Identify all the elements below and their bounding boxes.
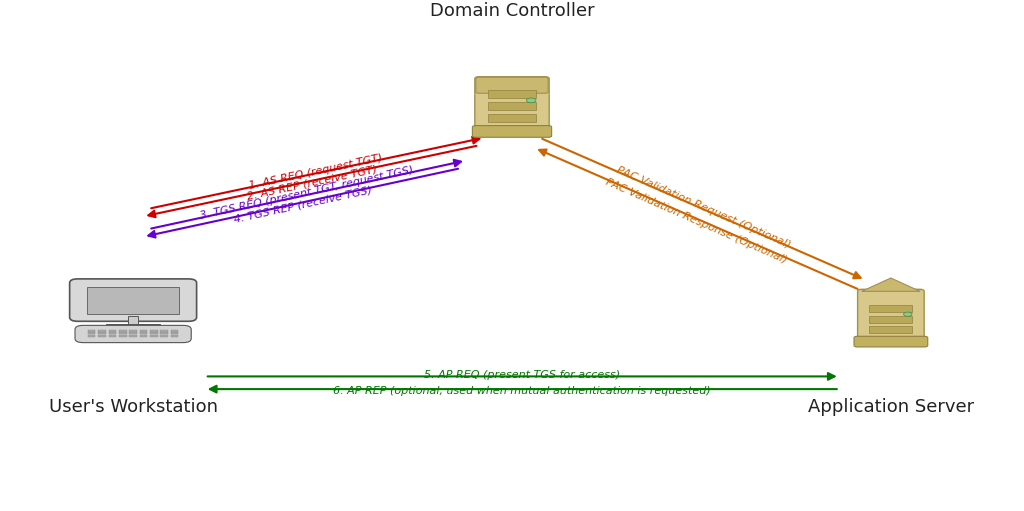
Text: 6. AP REP (optional, used when mutual authentication is requested): 6. AP REP (optional, used when mutual au… xyxy=(334,386,711,396)
Bar xyxy=(171,330,178,332)
Bar xyxy=(88,330,95,332)
Bar xyxy=(161,333,168,334)
FancyBboxPatch shape xyxy=(475,77,549,130)
Bar xyxy=(98,335,105,337)
Bar xyxy=(171,333,178,334)
Bar xyxy=(171,335,178,337)
Bar xyxy=(98,330,105,332)
Bar xyxy=(487,90,537,98)
Bar xyxy=(161,330,168,332)
Bar xyxy=(869,327,912,333)
Bar xyxy=(869,316,912,322)
Bar xyxy=(109,333,117,334)
FancyBboxPatch shape xyxy=(70,279,197,321)
Bar xyxy=(119,335,127,337)
Bar xyxy=(129,335,137,337)
Text: Application Server: Application Server xyxy=(808,398,974,416)
Bar xyxy=(88,335,95,337)
Bar xyxy=(151,330,158,332)
Bar xyxy=(151,333,158,334)
FancyBboxPatch shape xyxy=(854,336,928,347)
Bar xyxy=(869,305,912,312)
Text: 3. TGS REQ (present TGT, request TGS): 3. TGS REQ (present TGT, request TGS) xyxy=(199,165,415,221)
Text: PAC Validation Request (Optional): PAC Validation Request (Optional) xyxy=(614,165,792,250)
Text: User's Workstation: User's Workstation xyxy=(48,398,218,416)
FancyBboxPatch shape xyxy=(858,289,925,341)
FancyBboxPatch shape xyxy=(476,77,548,93)
Text: 4. TGS REP (receive TGS): 4. TGS REP (receive TGS) xyxy=(232,184,373,224)
Bar xyxy=(161,335,168,337)
Bar xyxy=(119,330,127,332)
Text: 2. AS REP (receive TGT): 2. AS REP (receive TGT) xyxy=(246,164,378,201)
Bar xyxy=(88,333,95,334)
Bar xyxy=(139,333,147,334)
FancyBboxPatch shape xyxy=(75,326,191,343)
Bar xyxy=(139,335,147,337)
Bar xyxy=(129,333,137,334)
FancyBboxPatch shape xyxy=(472,126,552,137)
Bar xyxy=(119,333,127,334)
Bar xyxy=(106,324,160,328)
Text: 1. AS REQ (request TGT): 1. AS REQ (request TGT) xyxy=(248,152,384,191)
Bar xyxy=(139,330,147,332)
Polygon shape xyxy=(862,278,920,291)
Text: Domain Controller: Domain Controller xyxy=(430,2,594,20)
Text: PAC Validation Response (Optional): PAC Validation Response (Optional) xyxy=(604,176,788,265)
Circle shape xyxy=(903,312,912,316)
Bar xyxy=(487,102,537,110)
Bar xyxy=(487,114,537,122)
Circle shape xyxy=(526,98,536,103)
Bar xyxy=(128,316,138,325)
Bar xyxy=(109,330,117,332)
Text: 5. AP REQ (present TGS for access): 5. AP REQ (present TGS for access) xyxy=(424,369,621,380)
Bar xyxy=(151,335,158,337)
Bar xyxy=(87,287,179,314)
Bar xyxy=(129,330,137,332)
Bar xyxy=(109,335,117,337)
Bar xyxy=(98,333,105,334)
